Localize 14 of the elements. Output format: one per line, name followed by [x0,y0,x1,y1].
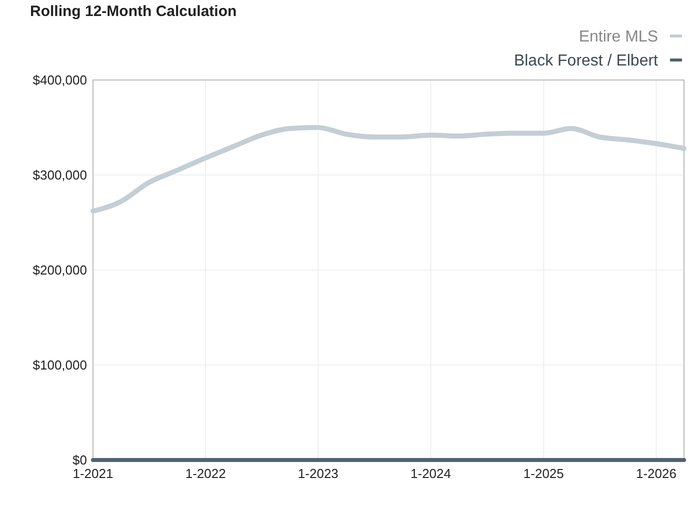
y-tick-label: $300,000 [32,168,87,183]
y-tick-label: $0 [72,452,87,468]
y-tick-label: $400,000 [32,72,87,88]
x-tick-label: 1-2026 [636,466,676,481]
legend-label: Black Forest / Elbert [514,52,659,70]
chart-title: Rolling 12-Month Calculation [30,3,237,20]
x-tick-label: 1-2025 [523,466,564,481]
y-tick-label: $200,000 [32,262,87,278]
legend-label: Entire MLS [578,28,658,46]
y-tick-label: $100,000 [32,358,87,373]
x-tick-label: 1-2021 [72,466,114,481]
x-tick-label: 1-2022 [185,466,226,481]
x-tick-label: 1-2023 [298,466,338,481]
x-tick-label: 1-2024 [410,466,451,481]
